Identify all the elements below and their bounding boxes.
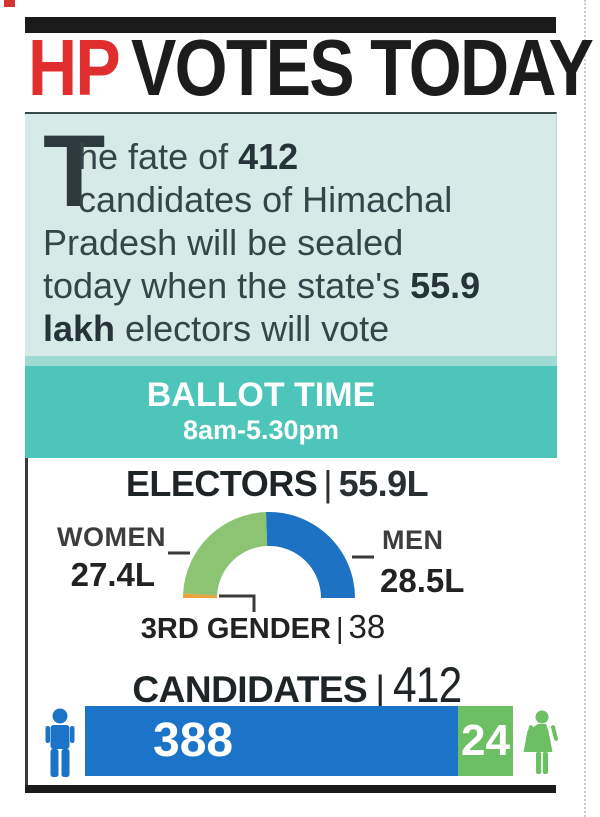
female-figure-icon: [523, 710, 558, 774]
men-segment-label: MEN: [382, 525, 444, 555]
ballot-time-hours: 8am-5.30pm: [182, 415, 340, 445]
electors-label: ELECTORS: [125, 463, 318, 504]
women-arc: [183, 512, 268, 596]
candidates-bar-men: 388: [85, 706, 458, 776]
title-state-tag: HP: [28, 23, 121, 112]
intro-line-3: Pradesh will be sealed: [43, 222, 404, 263]
third-gender-separator: |: [335, 613, 344, 645]
page-edge-artifact: [4, 0, 15, 7]
drop-cap: T: [43, 114, 106, 228]
third-gender-arc: [183, 593, 218, 598]
candidates-stacked-bar: 388 24: [85, 706, 513, 776]
teal-transition-strip: [25, 356, 557, 366]
third-gender-callout-elbow: [219, 594, 256, 612]
men-arc: [266, 511, 355, 598]
candidates-label: CANDIDATES: [132, 669, 368, 710]
electors-donut-chart: [168, 511, 374, 612]
bottom-rule: [25, 785, 556, 793]
candidates-total: 412: [393, 657, 462, 713]
column-separator-dotted-rule: [584, 0, 586, 817]
third-gender-name: 3RD GENDER: [140, 613, 331, 645]
intro-line-2: candidates of Himachal: [78, 179, 453, 220]
intro-text-box: T he fate of 412 candidates of Himachal …: [25, 112, 557, 358]
women-segment-label: WOMEN: [57, 522, 166, 552]
electors-total: 55.9L: [338, 463, 429, 504]
male-figure-icon: [45, 708, 75, 777]
page-title: HP VOTES TODAY: [28, 28, 594, 108]
intro-line-5: lakh electors will vote: [43, 308, 390, 349]
men-segment-value: 28.5L: [380, 562, 465, 599]
third-gender-label: 3RD GENDER | 38: [0, 608, 529, 646]
intro-line-1: he fate of 412: [78, 136, 299, 177]
candidates-bar-women: 24: [458, 706, 513, 776]
electors-heading: ELECTORS | 55.9L: [11, 463, 543, 505]
top-rule: [25, 17, 556, 33]
intro-line-4: today when the state's 55.9: [43, 265, 481, 306]
ballot-time-title: BALLOT TIME: [146, 376, 376, 414]
electors-separator: |: [323, 463, 333, 504]
third-gender-value: 38: [348, 608, 386, 645]
ballot-time-banner: BALLOT TIME 8am-5.30pm: [25, 366, 557, 458]
women-segment-value: 27.4L: [70, 556, 155, 593]
title-text: VOTES TODAY: [130, 23, 594, 112]
candidates-heading: CANDIDATES | 412: [37, 656, 569, 714]
candidates-separator: |: [375, 669, 386, 711]
